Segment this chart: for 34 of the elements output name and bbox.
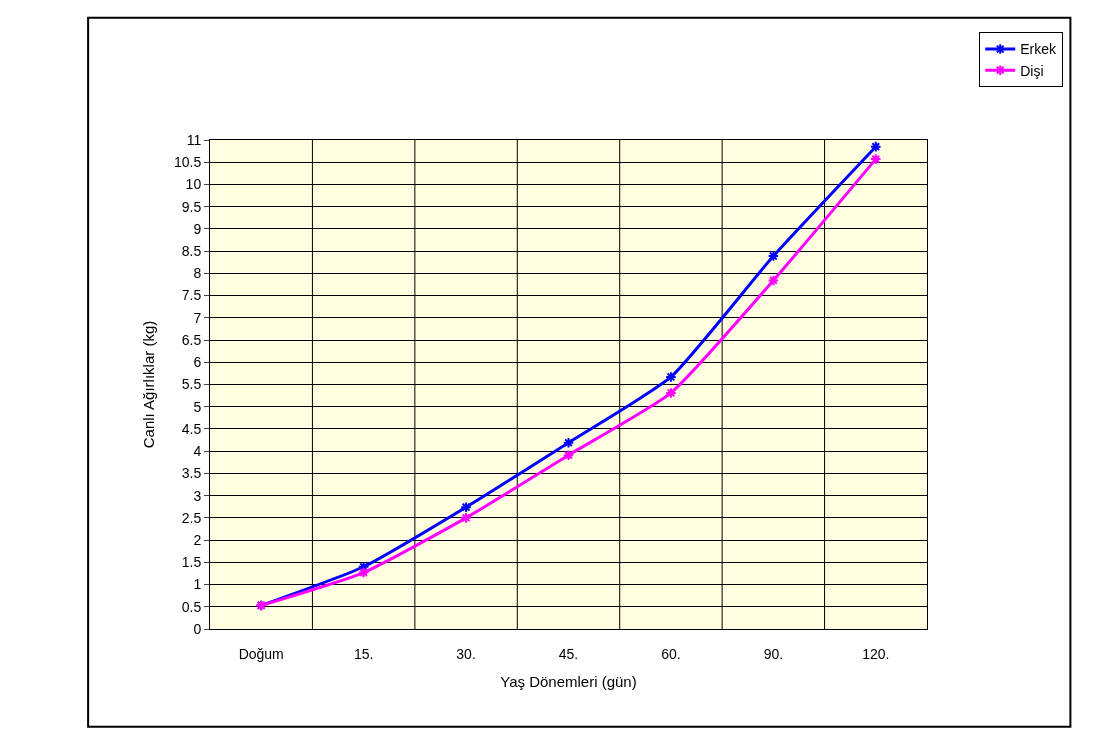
x-tick-label: 120. (862, 645, 890, 662)
y-tick-label: 1.5 (181, 554, 202, 571)
y-tick-label: 8 (193, 265, 202, 282)
y-tick-label: 9 (193, 220, 202, 237)
legend-label: Dişi (1020, 62, 1044, 79)
x-tick-label: 30. (456, 645, 476, 662)
y-tick-label: 9.5 (181, 198, 202, 215)
y-tick-label: 5.5 (181, 376, 202, 393)
y-tick-label: 10.5 (173, 154, 202, 171)
y-tick-label: 6 (193, 354, 202, 371)
y-tick-label: 5 (193, 398, 202, 415)
x-tick-label: 60. (661, 645, 681, 662)
y-tick-label: 0 (193, 620, 202, 637)
x-axis-title: Yaş Dönemleri (gün) (500, 672, 637, 690)
y-tick-label: 7.5 (181, 287, 202, 304)
y-tick-label: 7 (193, 309, 202, 326)
y-tick-label: 11 (186, 131, 202, 148)
y-tick-label: 4.5 (181, 420, 202, 437)
y-tick-label: 2 (193, 531, 202, 548)
y-tick-label: 3.5 (181, 465, 202, 482)
y-tick-label: 10 (185, 176, 202, 193)
y-tick-label: 8.5 (181, 243, 202, 260)
x-tick-label: 90. (763, 645, 784, 662)
x-tick-label: Doğum (238, 645, 284, 662)
y-tick-label: 6.5 (181, 331, 202, 348)
x-tick-label: 45. (558, 645, 579, 662)
y-axis-title: Canlı Ağırlıklar (kg) (140, 320, 158, 449)
y-tick-label: 3 (193, 487, 202, 504)
y-tick-label: 4 (193, 443, 202, 460)
y-tick-label: 0.5 (181, 598, 202, 615)
x-tick-label: 15. (353, 645, 374, 662)
y-tick-label: 2.5 (181, 509, 202, 526)
y-tick-label: 1 (193, 576, 202, 593)
legend-label: Erkek (1020, 41, 1058, 58)
